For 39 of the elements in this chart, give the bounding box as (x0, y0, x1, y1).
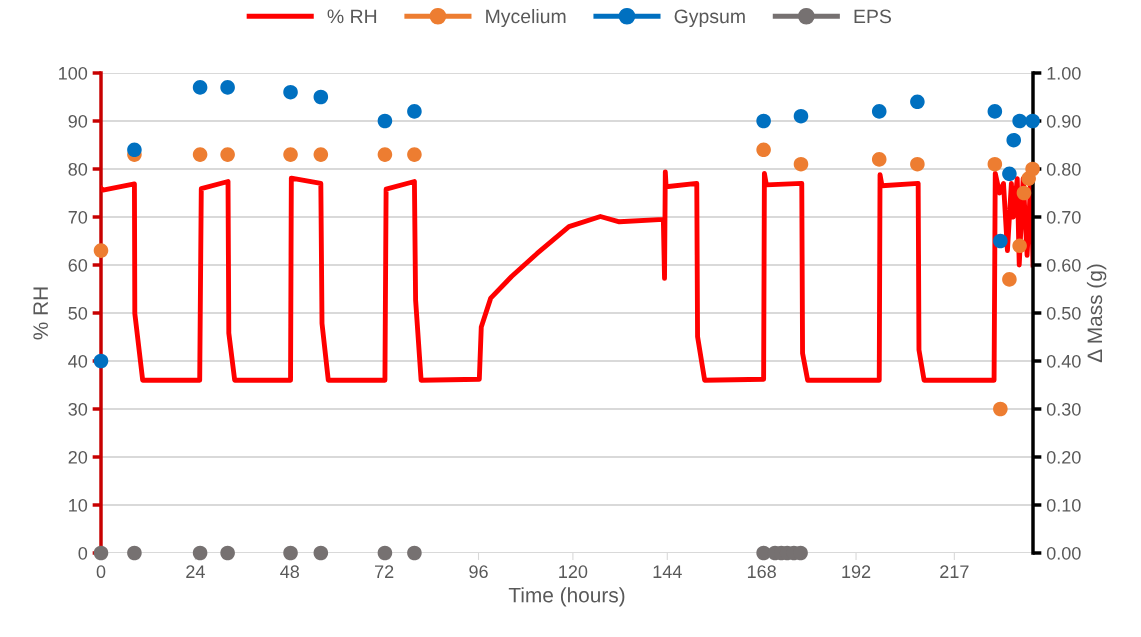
y2-tick-label: 0.10 (1046, 498, 1081, 512)
y-tick-label: 60 (68, 258, 88, 272)
y-tick-label: 50 (68, 306, 88, 320)
x-tick-label: 24 (186, 565, 205, 578)
y2-tick-label: 0.30 (1046, 402, 1081, 416)
y2-tick-label: 1.00 (1047, 66, 1081, 80)
x-tick-label: 72 (375, 565, 394, 578)
legend-label: Mycelium (486, 8, 566, 28)
x-tick-label: 120 (559, 565, 588, 579)
y2-tick-label: 0.20 (1046, 450, 1081, 464)
y-tick-label: 20 (68, 450, 88, 464)
y-tick-label: 90 (68, 114, 88, 128)
y-tick-label: 10 (69, 498, 88, 512)
y-tick-label: 40 (68, 354, 88, 368)
y-tick-label: 30 (68, 402, 88, 416)
y2-tick-label: 0.70 (1046, 210, 1081, 224)
x-tick-label: 48 (280, 565, 300, 579)
x-tick-label: 168 (747, 565, 776, 579)
y2-tick-label: 0.00 (1046, 546, 1081, 560)
y2-tick-label: 0.80 (1046, 162, 1081, 176)
x-tick-label: 192 (842, 565, 871, 579)
legend-label: % RH (327, 9, 377, 24)
x-tick-label: 144 (653, 565, 682, 578)
legend-label: EPS (854, 9, 891, 24)
y-tick-label: 70 (68, 210, 88, 224)
y2-axis-title: Δ Mass (g) (1086, 264, 1107, 363)
y2-tick-label: 0.90 (1046, 114, 1081, 128)
y2-tick-label: 0.60 (1046, 258, 1081, 272)
y-tick-label: 100 (59, 66, 88, 80)
y2-tick-label: 0.50 (1046, 306, 1081, 320)
x-tick-label: 96 (469, 565, 488, 579)
x-axis-title: Time (hours) (508, 587, 625, 607)
y2-tick-label: 0.40 (1046, 354, 1081, 368)
x-tick-label: 217 (940, 565, 969, 578)
x-tick-label: 0 (96, 565, 106, 579)
y-axis-title: % RH (33, 287, 48, 340)
y-tick-label: 80 (68, 162, 88, 176)
y-tick-label: 0 (78, 546, 88, 560)
legend-label: Gypsum (674, 9, 745, 28)
